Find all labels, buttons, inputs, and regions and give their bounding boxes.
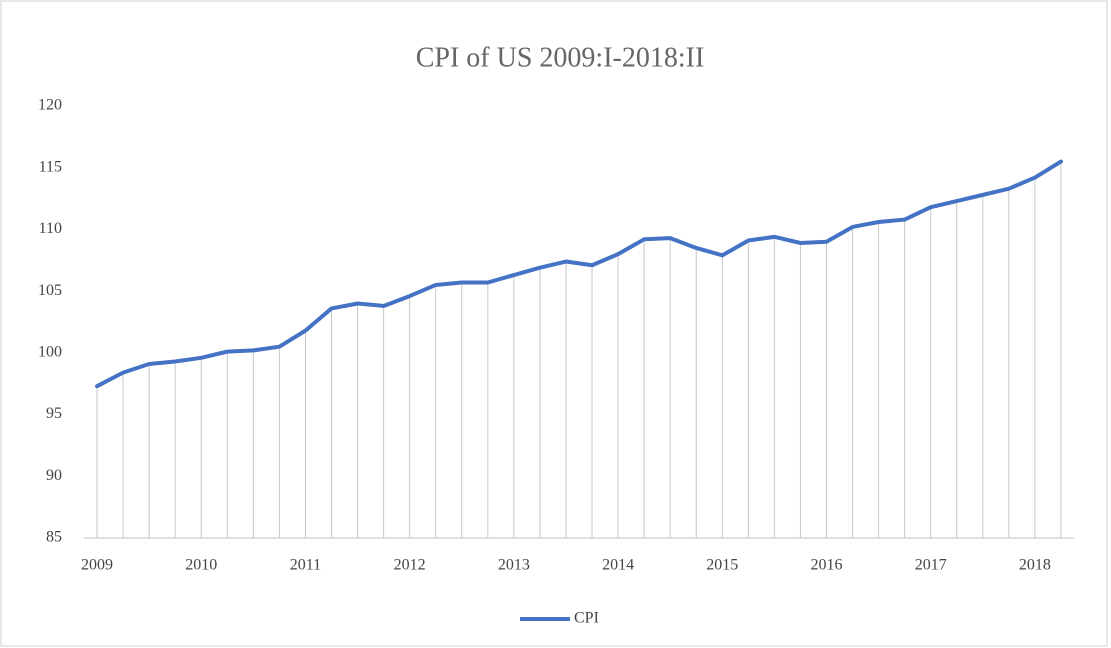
y-tick-label: 90 — [46, 467, 62, 484]
y-tick-label: 95 — [46, 405, 62, 422]
x-tick-label: 2010 — [185, 557, 217, 574]
y-tick-label: 115 — [39, 158, 62, 175]
x-tick-label: 2012 — [394, 557, 426, 574]
x-tick-label: 2009 — [81, 557, 113, 574]
y-tick-label: 100 — [38, 344, 62, 361]
x-tick-label: 2011 — [290, 557, 321, 574]
chart-title: CPI of US 2009:I-2018:II — [416, 42, 705, 73]
x-tick-label: 2017 — [915, 557, 947, 574]
legend-label: CPI — [574, 610, 599, 627]
y-tick-label: 110 — [39, 220, 62, 237]
x-tick-label: 2014 — [602, 557, 634, 574]
y-tick-label: 85 — [46, 529, 62, 546]
chart-frame — [1, 1, 1107, 646]
page: CPI of US 2009:I-2018:II 85 90 95 100 105 110… — [0, 0, 1111, 648]
chart: CPI of US 2009:I-2018:II 85 90 95 100 105 110… — [0, 0, 1111, 648]
x-tick-label: 2018 — [1019, 557, 1051, 574]
x-tick-label: 2015 — [706, 557, 738, 574]
y-tick-label: 105 — [38, 282, 62, 299]
y-tick-label: 120 — [38, 97, 62, 114]
x-tick-label: 2016 — [811, 557, 843, 574]
x-tick-label: 2013 — [498, 557, 530, 574]
